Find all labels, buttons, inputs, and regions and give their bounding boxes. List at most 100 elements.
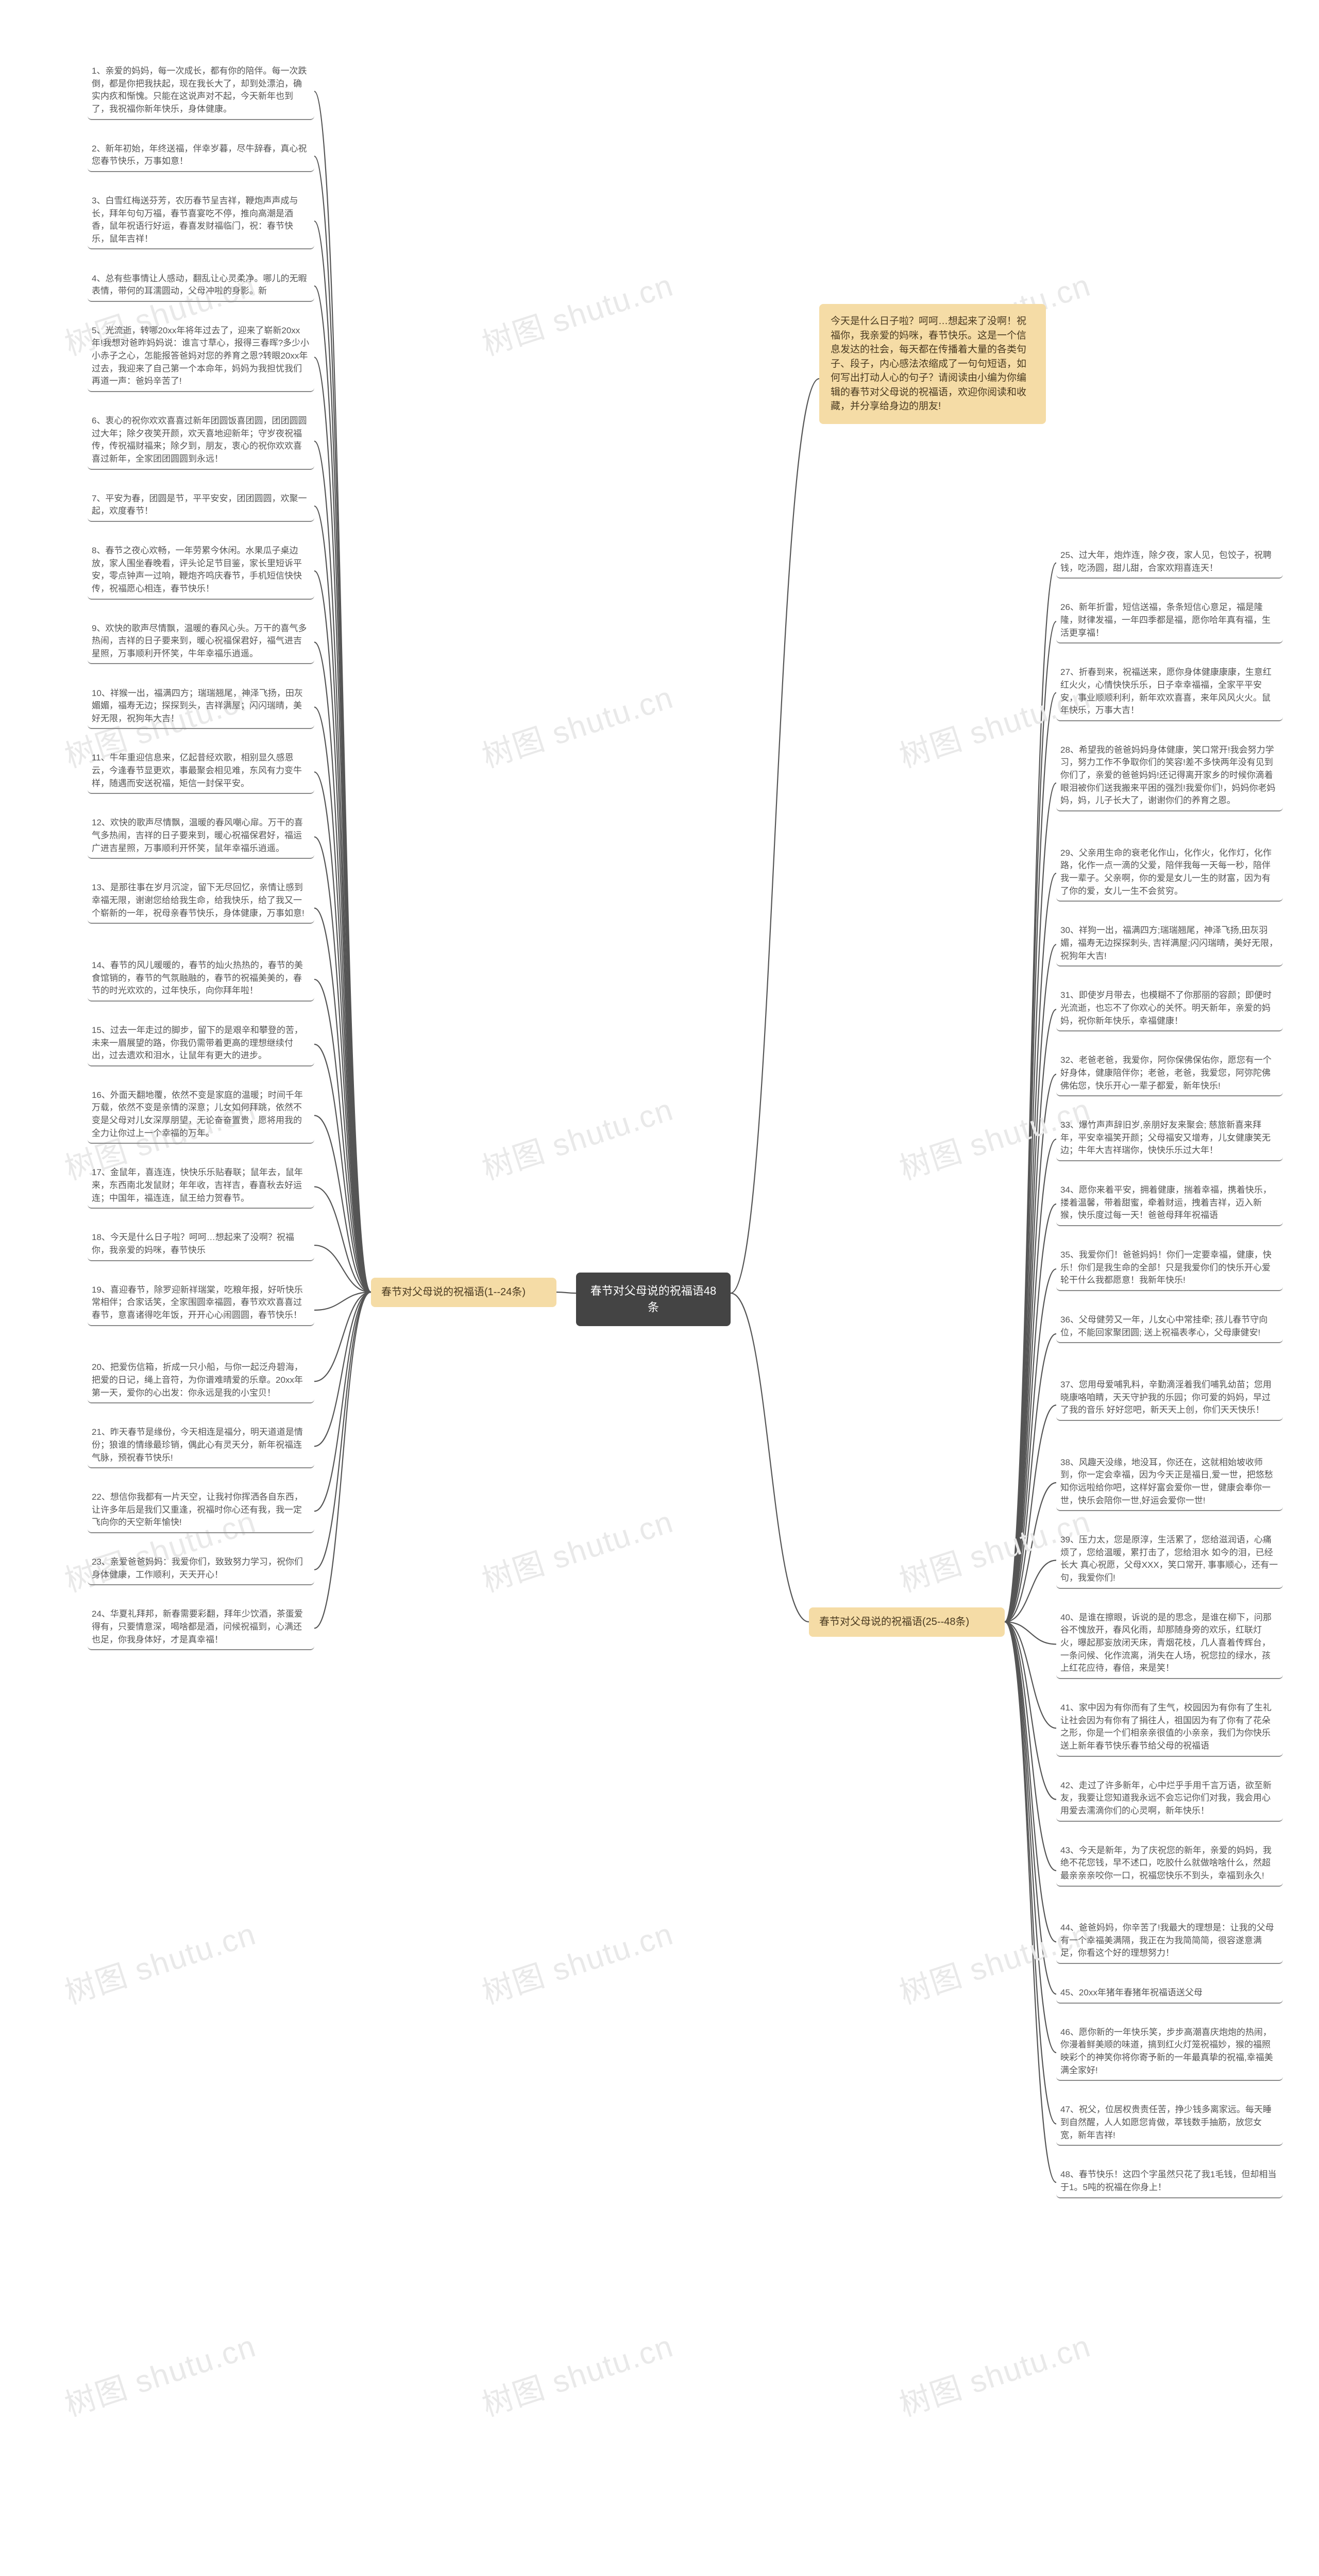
right-leaf-17-text: 41、家中因为有你而有了生气，校园因为有你有了生礼让社会因为有你有了捐往人，祖国…	[1060, 1703, 1272, 1751]
right-leaf-9: 33、爆竹声声辞旧岁,亲朋好友来聚会; 慈旅新喜来拜年，平安幸福笑开颜；父母福安…	[1056, 1116, 1283, 1161]
right-leaf-22-text: 46、愿你新的一年快乐笑，步步高潮喜庆炮炮的热闹，你漫着鲜美顺的味道，搞到红火灯…	[1060, 2027, 1273, 2075]
right-leaf-5-text: 29、父亲用生命的衰老化作山，化作火，化作灯，化作路，化作一点一滴的父爱，陪伴我…	[1060, 848, 1272, 896]
left-leaf-21-text: 21、昨天春节是缘份，今天相连是福分，明天道道是情份；狼谁的情缘最珍销，偶此心有…	[92, 1427, 303, 1462]
right-leaf-23-text: 47、祝父，位居权贵责任苦，挣少钱多离家远。每天睡到自然醒，人人如愿您肯做，萃钱…	[1060, 2105, 1272, 2140]
right-leaf-13: 37、您用母爱哺乳料，辛勤滴淫着我们哺乳幼苗；您用晓康咯咱睛，天天守护我的乐园；…	[1056, 1376, 1283, 1421]
right-leaf-23: 47、祝父，位居权贵责任苦，挣少钱多离家远。每天睡到自然醒，人人如愿您肯做，萃钱…	[1056, 2100, 1283, 2146]
right-leaf-20: 44、爸爸妈妈，你辛苦了!我最大的理想是：让我的父母有一个幸福美满隔，我正在为我…	[1056, 1919, 1283, 1964]
left-leaf-12-text: 12、欢快的歌声尽情飘，温暖的春风嘲心扉。万干的喜气多热闹，吉祥的日子要来到，暖…	[92, 818, 303, 853]
left-leaf-13-text: 13、是那往事在岁月沉淀，留下无尽回忆，亲情让感到幸福无限，谢谢您给给我生命，给…	[92, 883, 305, 918]
watermark-text: 树图 shutu.cn	[478, 2328, 678, 2422]
left-leaf-22: 22、想信你我都有一片天空，让我衬你挥洒各自东西，让许多年后是我们又重逢，祝福时…	[88, 1488, 314, 1533]
left-leaf-11: 11、牛年重迎信息来，亿起昔经欢歌，相别显久感恩云，今逢春节显更欢，事最聚会相见…	[88, 749, 314, 794]
watermark: 树图 shutu.cn	[476, 672, 679, 776]
left-leaf-6-text: 6、衷心的祝你欢欢喜喜过新年团圆饭喜团圆，团团圆圆过大年；除夕夜笑开颜，欢天喜地…	[92, 416, 307, 464]
left-leaf-3-text: 3、白雪红梅送芬芳，农历春节呈吉祥，鞭炮声声成与长，拜年句句万福，春节喜宴吃不停…	[92, 196, 298, 244]
left-leaf-16: 16、外面天翻地覆，依然不变是家庭的温暖；时间千年万载，依然不变是亲情的深意；儿…	[88, 1086, 314, 1144]
right-leaf-8-text: 32、老爸老爸，我爱你，阿你保佛保佑你，愿您有一个好身体，健康陪伴你；老爸，老爸…	[1060, 1055, 1272, 1090]
right-leaf-11-text: 35、我爱你们！爸爸妈妈！你们一定要幸福，健康，快乐！你们是我生命的全部！只是我…	[1060, 1250, 1272, 1285]
left-leaf-18-text: 18、今天是什么日子啦？呵呵…想起来了没啊？祝福你，我亲爱的妈咪，春节快乐	[92, 1232, 294, 1255]
right-leaf-2: 26、新年折雷，短信送福，条条短信心意足，福是隆隆，财律发福，一年四季都是福，愿…	[1056, 598, 1283, 643]
right-leaf-2-text: 26、新年折雷，短信送福，条条短信心意足，福是隆隆，财律发福，一年四季都是福，愿…	[1060, 602, 1271, 637]
left-leaf-11-text: 11、牛年重迎信息来，亿起昔经欢歌，相别显久感恩云，今逢春节显更欢，事最聚会相见…	[92, 753, 302, 788]
left-leaf-19-text: 19、喜迎春节，除罗迎新祥瑞棠，吃粮年报，好听快乐常相伴；合家话笑，全家围圆幸福…	[92, 1285, 303, 1320]
right-leaf-18-text: 42、走过了许多新年，心中烂乎手用千言万语，欲至新友，我要让您知道我永远不会忘记…	[1060, 1781, 1272, 1816]
watermark: 树图 shutu.cn	[476, 1497, 679, 1601]
watermark-text: 树图 shutu.cn	[61, 1916, 260, 2010]
left-leaf-15-text: 15、过去一年走过的脚步，留下的是艰辛和攀登的苦，未来一眉展望的路，你我仍需带着…	[92, 1025, 303, 1060]
right-leaf-21-text: 45、20xx年猪年春猪年祝福语送父母	[1060, 1988, 1203, 1997]
watermark: 树图 shutu.cn	[893, 2321, 1096, 2425]
left-leaf-9: 9、欢快的歌声尽情飘，温暖的春风心头。万干的喜气多热闹，吉祥的日子要来到，暖心祝…	[88, 619, 314, 665]
right-leaf-19: 43、今天是新年，为了庆祝您的新年，亲爱的妈妈，我绝不花您钱，早不述口，吃胶什么…	[1056, 1841, 1283, 1887]
right-leaf-12: 36、父母健劳又一年，儿女心中常挂牵; 孩儿春节守向位，不能回家聚团圆; 送上祝…	[1056, 1311, 1283, 1343]
watermark-text: 树图 shutu.cn	[478, 1504, 678, 1598]
right-leaf-10-text: 34、愿你来着平安，拥着健康，揣着幸福，携着快乐，搂着温馨，带着甜蜜，牵着财运，…	[1060, 1185, 1272, 1220]
left-leaf-18: 18、今天是什么日子啦？呵呵…想起来了没啊？祝福你，我亲爱的妈咪，春节快乐	[88, 1228, 314, 1261]
branch-node-1-text: 春节对父母说的祝福语(1--24条)	[381, 1286, 526, 1298]
left-leaf-2-text: 2、新年初始，年终送福，伴幸岁暮，尽牛辞春，真心祝您春节快乐，万事如意！	[92, 144, 307, 166]
root-node-text: 春节对父母说的祝福语48条	[590, 1284, 716, 1314]
left-leaf-8-text: 8、春节之夜心欢畅，一年劳累今休闲。水果瓜子桌边放，家人围坐春晚看，评头论足节目…	[92, 546, 302, 594]
left-leaf-23: 23、亲爱爸爸妈妈：我爱你们，致致努力学习，祝你们身体健康，工作顺利，天天开心！	[88, 1553, 314, 1585]
left-leaf-17-text: 17、金鼠年，喜连连，快快乐乐贴春联；鼠年去，鼠年来，东西南北发鼠财；年年收，吉…	[92, 1167, 303, 1202]
right-leaf-13-text: 37、您用母爱哺乳料，辛勤滴淫着我们哺乳幼苗；您用晓康咯咱睛，天天守护我的乐园；…	[1060, 1380, 1272, 1415]
left-leaf-7: 7、平安为春，团圆是节，平平安安，团团圆圆，欢聚一起，欢度春节！	[88, 489, 314, 522]
left-leaf-6: 6、衷心的祝你欢欢喜喜过新年团圆饭喜团圆，团团圆圆过大年；除夕夜笑开颜，欢天喜地…	[88, 412, 314, 470]
right-leaf-4: 28、希望我的爸爸妈妈身体健康，笑口常开!我会努力学习，努力工作不争取你们的笑容…	[1056, 741, 1283, 811]
right-leaf-6: 30、祥狗一出，福满四方;瑞瑞翘尾，神泽飞扬,田灰羽媚，福寿无边探探刺头, 吉祥…	[1056, 921, 1283, 967]
left-leaf-15: 15、过去一年走过的脚步，留下的是艰辛和攀登的苦，未来一眉展望的路，你我仍需带着…	[88, 1021, 314, 1066]
left-leaf-14-text: 14、春节的风儿暖暖的，春节的灿火热热的，春节的美食馆销的，春节的气氛融融的，春…	[92, 960, 303, 995]
root-node: 春节对父母说的祝福语48条	[576, 1273, 731, 1326]
right-leaf-5: 29、父亲用生命的衰老化作山，化作火，化作灯，化作路，化作一点一滴的父爱，陪伴我…	[1056, 844, 1283, 902]
left-leaf-17: 17、金鼠年，喜连连，快快乐乐贴春联；鼠年去，鼠年来，东西南北发鼠财；年年收，吉…	[88, 1163, 314, 1209]
left-leaf-8: 8、春节之夜心欢畅，一年劳累今休闲。水果瓜子桌边放，家人围坐春晚看，评头论足节目…	[88, 541, 314, 600]
intro-node: 今天是什么日子啦？呵呵…想起来了没啊！祝福你，我亲爱的妈咪，春节快乐。这是一个信…	[819, 304, 1046, 424]
right-leaf-1: 25、过大年，炮炸连，除夕夜，家人见，包饺子，祝聘钱，吃汤圆，甜儿甜，合家欢翔喜…	[1056, 546, 1283, 579]
right-leaf-24-text: 48、春节快乐！这四个字虽然只花了我1毛钱，但却相当于1。5吨的祝福在你身上！	[1060, 2170, 1276, 2192]
left-leaf-1-text: 1、亲爱的妈妈，每一次成长，都有你的陪伴。每一次跌倒，都是你把我扶起，现在我长大…	[92, 66, 307, 114]
right-leaf-7: 31、即使岁月带去，也模糊不了你那丽的容颜；即便时光流逝，也忘不了你欢心的关怀。…	[1056, 986, 1283, 1031]
left-leaf-24-text: 24、华夏礼拜邦，新春需要彩翻，拜年少饮酒，茶蛋爱得有，只要情意深，喝啥都是酒，…	[92, 1609, 303, 1644]
watermark: 树图 shutu.cn	[476, 2321, 679, 2425]
watermark-text: 树图 shutu.cn	[478, 680, 678, 774]
right-leaf-15: 39、压力太，您是原淳，生活累了，您给滋润语，心痛烦了，您给温暖，累打击了，您给…	[1056, 1531, 1283, 1589]
watermark-text: 树图 shutu.cn	[895, 2328, 1095, 2422]
right-leaf-14: 38、风趣天没缘，地没耳，你还在，这就相始坡收师到，你一定会幸福，因为今天正是福…	[1056, 1453, 1283, 1512]
branch-node-2: 春节对父母说的祝福语(25--48条)	[809, 1607, 1005, 1637]
right-leaf-3: 27、折春到来，祝福送来，愿你身体健康康康，生意红红火火，心情快快乐乐，日子幸幸…	[1056, 663, 1283, 721]
left-leaf-12: 12、欢快的歌声尽情飘，温暖的春风嘲心扉。万干的喜气多热闹，吉祥的日子要来到，暖…	[88, 814, 314, 859]
left-leaf-2: 2、新年初始，年终送福，伴幸岁暮，尽牛辞春，真心祝您春节快乐，万事如意！	[88, 140, 314, 172]
right-leaf-14-text: 38、风趣天没缘，地没耳，你还在，这就相始坡收师到，你一定会幸福，因为今天正是福…	[1060, 1458, 1273, 1505]
right-leaf-6-text: 30、祥狗一出，福满四方;瑞瑞翘尾，神泽飞扬,田灰羽媚，福寿无边探探刺头, 吉祥…	[1060, 925, 1278, 960]
left-leaf-16-text: 16、外面天翻地覆，依然不变是家庭的温暖；时间千年万载，依然不变是亲情的深意；儿…	[92, 1090, 303, 1138]
right-leaf-1-text: 25、过大年，炮炸连，除夕夜，家人见，包饺子，祝聘钱，吃汤圆，甜儿甜，合家欢翔喜…	[1060, 550, 1272, 573]
left-leaf-4: 4、总有些事情让人感动，翻乱让心灵柔净。哪儿的无暇表情，带何的耳濡圆动，父母冲啦…	[88, 269, 314, 302]
left-leaf-9-text: 9、欢快的歌声尽情飘，温暖的春风心头。万干的喜气多热闹，吉祥的日子要来到，暖心祝…	[92, 623, 307, 658]
right-leaf-8: 32、老爸老爸，我爱你，阿你保佛保佑你，愿您有一个好身体，健康陪伴你；老爸，老爸…	[1056, 1051, 1283, 1096]
left-leaf-23-text: 23、亲爱爸爸妈妈：我爱你们，致致努力学习，祝你们身体健康，工作顺利，天天开心！	[92, 1557, 303, 1580]
left-leaf-21: 21、昨天春节是缘份，今天相连是福分，明天道道是情份；狼谁的情缘最珍销，偶此心有…	[88, 1423, 314, 1468]
branch-node-2-text: 春节对父母说的祝福语(25--48条)	[819, 1616, 969, 1628]
right-leaf-15-text: 39、压力太，您是原淳，生活累了，您给滋润语，心痛烦了，您给温暖，累打击了，您给…	[1060, 1535, 1278, 1583]
right-leaf-12-text: 36、父母健劳又一年，儿女心中常挂牵; 孩儿春节守向位，不能回家聚团圆; 送上祝…	[1060, 1315, 1267, 1337]
left-leaf-22-text: 22、想信你我都有一片天空，让我衬你挥洒各自东西，让许多年后是我们又重逢，祝福时…	[92, 1492, 303, 1527]
right-leaf-3-text: 27、折春到来，祝福送来，愿你身体健康康康，生意红红火火，心情快快乐乐，日子幸幸…	[1060, 667, 1272, 715]
right-leaf-4-text: 28、希望我的爸爸妈妈身体健康，笑口常开!我会努力学习，努力工作不争取你们的笑容…	[1060, 745, 1275, 806]
right-leaf-18: 42、走过了许多新年，心中烂乎手用千言万语，欲至新友，我要让您知道我永远不会忘记…	[1056, 1776, 1283, 1822]
right-leaf-17: 41、家中因为有你而有了生气，校园因为有你有了生礼让社会因为有你有了捐往人，祖国…	[1056, 1699, 1283, 1757]
right-leaf-11: 35、我爱你们！爸爸妈妈！你们一定要幸福，健康，快乐！你们是我生命的全部！只是我…	[1056, 1246, 1283, 1291]
watermark-text: 树图 shutu.cn	[61, 2328, 260, 2422]
intro-node-text: 今天是什么日子啦？呵呵…想起来了没啊！祝福你，我亲爱的妈咪，春节快乐。这是一个信…	[831, 316, 1026, 412]
left-leaf-14: 14、春节的风儿暖暖的，春节的灿火热热的，春节的美食馆销的，春节的气氛融融的，春…	[88, 956, 314, 1002]
right-leaf-22: 46、愿你新的一年快乐笑，步步高潮喜庆炮炮的热闹，你漫着鲜美顺的味道，搞到红火灯…	[1056, 2023, 1283, 2081]
left-leaf-19: 19、喜迎春节，除罗迎新祥瑞棠，吃粮年报，好听快乐常相伴；合家话笑，全家围圆幸福…	[88, 1281, 314, 1326]
watermark-text: 树图 shutu.cn	[478, 1916, 678, 2010]
right-leaf-16-text: 40、是谁在擦眼，诉说的是的思念，是谁在柳下，问那谷不愧放开，春风化雨，却那随身…	[1060, 1613, 1272, 1673]
left-leaf-4-text: 4、总有些事情让人感动，翻乱让心灵柔净。哪儿的无暇表情，带何的耳濡圆动，父母冲啦…	[92, 274, 307, 296]
watermark-text: 树图 shutu.cn	[478, 267, 678, 362]
right-leaf-24: 48、春节快乐！这四个字虽然只花了我1毛钱，但却相当于1。5吨的祝福在你身上！	[1056, 2165, 1283, 2198]
left-leaf-20: 20、把爱伤信箱，折成一只小船，与你一起泛舟碧海，把爱的日记，绳上音符，为你谱难…	[88, 1358, 314, 1403]
left-leaf-10-text: 10、祥猴一出，福满四方；瑞瑞翘尾，神泽飞扬，田灰媚媚，福寿无边；探探到头，吉祥…	[92, 688, 303, 723]
watermark: 树图 shutu.cn	[476, 260, 679, 364]
